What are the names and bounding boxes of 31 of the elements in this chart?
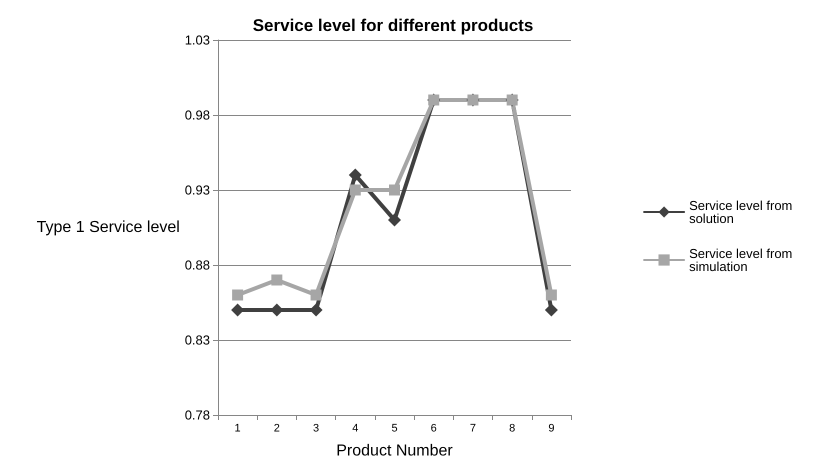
x-tick-label: 7: [470, 422, 476, 434]
point: [544, 304, 558, 316]
y-axis-title: Type 1 Service level: [36, 219, 180, 236]
point: [271, 274, 282, 286]
point: [546, 290, 557, 300]
y-tick-label: 0.88: [184, 258, 210, 272]
point: [232, 290, 244, 300]
x-tick-label: 2: [274, 422, 280, 434]
x-tick-label: 1: [234, 422, 241, 434]
x-tick-label: 6: [430, 422, 437, 434]
x-tick-label: 8: [509, 422, 516, 434]
legend-label: Service level from simulation: [689, 246, 796, 274]
x-tick-label: 3: [312, 422, 320, 434]
point: [388, 214, 401, 226]
point: [310, 290, 322, 300]
legend-label: Service level from solution: [689, 198, 796, 226]
point: [270, 304, 284, 316]
point: [310, 304, 323, 316]
y-tick-label: 1.03: [184, 32, 210, 48]
point: [389, 184, 400, 196]
x-tick-label: 4: [352, 422, 358, 434]
chart-title: Service level for different products: [252, 16, 534, 35]
point: [350, 184, 361, 196]
point: [348, 168, 362, 182]
y-tick-label: 0.93: [184, 182, 210, 198]
y-tick-label: 0.83: [184, 332, 210, 348]
x-axis-title: Product Number: [336, 442, 454, 460]
x-tick-label: 9: [548, 422, 554, 434]
y-tick-label: 0.98: [184, 108, 210, 122]
y-tick-label: 0.78: [184, 408, 210, 422]
x-tick-label: 5: [391, 422, 398, 434]
